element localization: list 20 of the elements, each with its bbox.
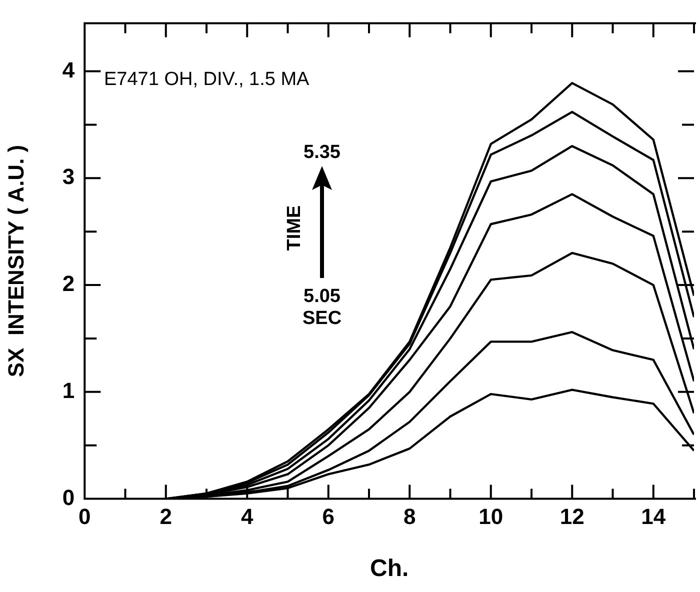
y-tick-label: 3 [62, 164, 75, 190]
annotation: TIME [284, 205, 305, 251]
x-tick-label: 2 [160, 504, 172, 530]
x-tick-label: 0 [78, 504, 91, 530]
x-tick-label: 6 [322, 504, 335, 530]
y-tick-label: 4 [62, 57, 76, 82]
annotation: E7471 OH, DIV., 1.5 MA [104, 69, 310, 90]
annotation: 5.05 [304, 286, 341, 307]
y-axis-title: SX INTENSITY ( A.U. ) [3, 144, 28, 378]
x-tick-label: 10 [478, 504, 504, 530]
x-axis-title: Ch. [370, 555, 409, 582]
y-tick-label: 2 [62, 271, 75, 296]
y-tick-label: 0 [62, 484, 75, 510]
x-tick-label: 12 [560, 504, 584, 530]
x-tick-label: 14 [641, 504, 666, 530]
annotation: 5.35 [304, 142, 341, 163]
y-tick-label: 1 [62, 378, 75, 403]
x-tick-label: 8 [404, 504, 416, 530]
annotation: SEC [302, 308, 342, 329]
x-tick-label: 4 [241, 504, 254, 530]
